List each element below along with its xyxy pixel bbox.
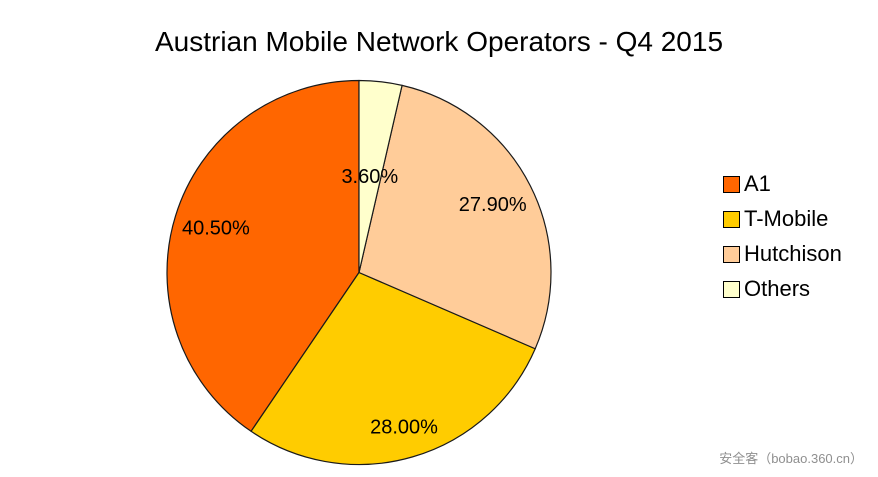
legend-swatch-hutchison	[723, 245, 740, 263]
pie-slice-hutchison	[358, 84, 552, 350]
pie-slice-others	[358, 79, 403, 274]
legend-item-others: Others	[723, 276, 842, 301]
legend-swatch-t-mobile	[723, 210, 740, 228]
pie-value-label-a1: 40.50%	[182, 218, 250, 240]
legend-swatch-others	[723, 280, 740, 298]
chart-title: Austrian Mobile Network Operators - Q4 2…	[154, 26, 724, 57]
legend-label-a1: A1	[744, 171, 771, 196]
legend-label-t-mobile: T-Mobile	[744, 206, 829, 231]
pie-value-label-others: 3.60%	[341, 166, 398, 188]
legend-item-t-mobile: T-Mobile	[723, 206, 842, 231]
legend-item-a1: A1	[723, 171, 842, 196]
legend-label-hutchison: Hutchison	[744, 241, 842, 266]
pie-value-label-t-mobile: 28.00%	[370, 416, 438, 438]
legend-label-others: Others	[744, 276, 811, 301]
legend-swatch-a1	[723, 175, 740, 193]
pie-value-label-hutchison: 27.90%	[459, 194, 527, 216]
watermark: 安全客（bobao.360.cn）	[719, 451, 863, 466]
legend-item-hutchison: Hutchison	[723, 241, 842, 266]
pie-slice-a1	[166, 79, 360, 432]
legend: A1 T-Mobile Hutchison Others	[723, 171, 842, 313]
pie-slice-t-mobile	[250, 271, 536, 466]
